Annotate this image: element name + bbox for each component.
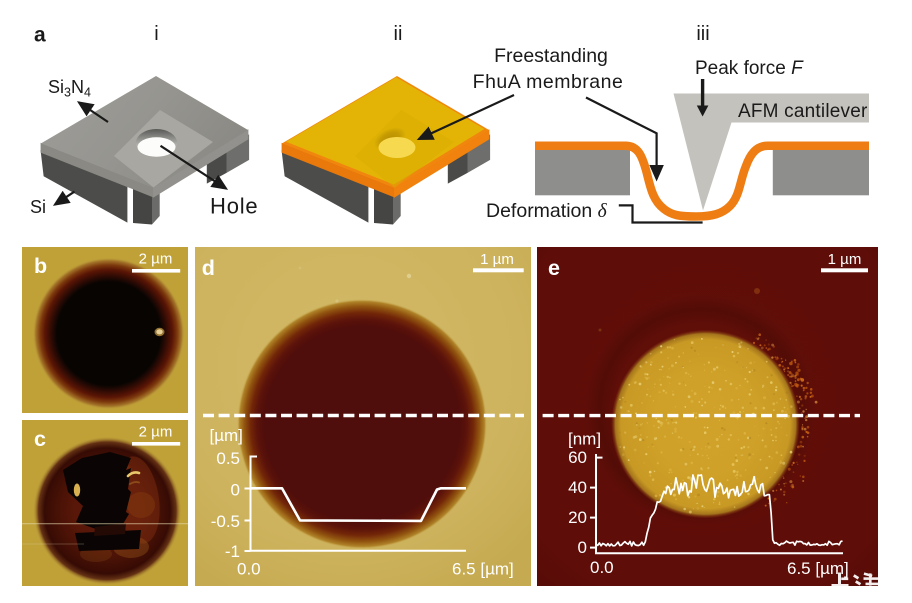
svg-text:0.0: 0.0 (590, 558, 614, 577)
svg-text:iii: iii (696, 23, 709, 45)
svg-text:c: c (34, 427, 46, 451)
svg-text:0: 0 (231, 481, 240, 500)
svg-text:Si3N4: Si3N4 (48, 77, 91, 100)
svg-text:20: 20 (568, 508, 587, 527)
svg-text:Si: Si (30, 197, 46, 217)
svg-text:0.0: 0.0 (237, 560, 261, 579)
svg-text:[nm]: [nm] (568, 430, 601, 449)
svg-text:AFM cantilever: AFM cantilever (738, 101, 868, 122)
svg-text:2 µm: 2 µm (139, 251, 173, 268)
svg-text:6.5 [µm]: 6.5 [µm] (452, 560, 514, 579)
svg-text:2 µm: 2 µm (139, 424, 173, 441)
svg-text:Freestanding: Freestanding (494, 45, 608, 67)
svg-text:ii: ii (394, 23, 403, 45)
svg-text:Hole: Hole (210, 194, 258, 219)
svg-text:i: i (154, 23, 158, 45)
svg-text:6.5 [µm]: 6.5 [µm] (787, 559, 849, 578)
svg-text:Peak force F: Peak force F (695, 58, 804, 79)
svg-text:1 µm: 1 µm (480, 251, 514, 268)
svg-text:e: e (548, 256, 560, 280)
svg-text:0.5: 0.5 (216, 449, 240, 468)
svg-text:-1: -1 (225, 542, 240, 561)
svg-text:60: 60 (568, 448, 587, 467)
svg-text:40: 40 (568, 478, 587, 497)
svg-text:0: 0 (578, 538, 587, 557)
svg-text:a: a (34, 24, 46, 47)
svg-text:Deformation δ: Deformation δ (486, 200, 608, 222)
svg-text:b: b (34, 254, 47, 278)
svg-text:d: d (202, 256, 215, 280)
svg-text:[µm]: [µm] (210, 426, 243, 445)
svg-text:1 µm: 1 µm (828, 251, 862, 268)
svg-text:-0.5: -0.5 (211, 512, 240, 531)
svg-text:FhuA membrane: FhuA membrane (473, 71, 624, 93)
